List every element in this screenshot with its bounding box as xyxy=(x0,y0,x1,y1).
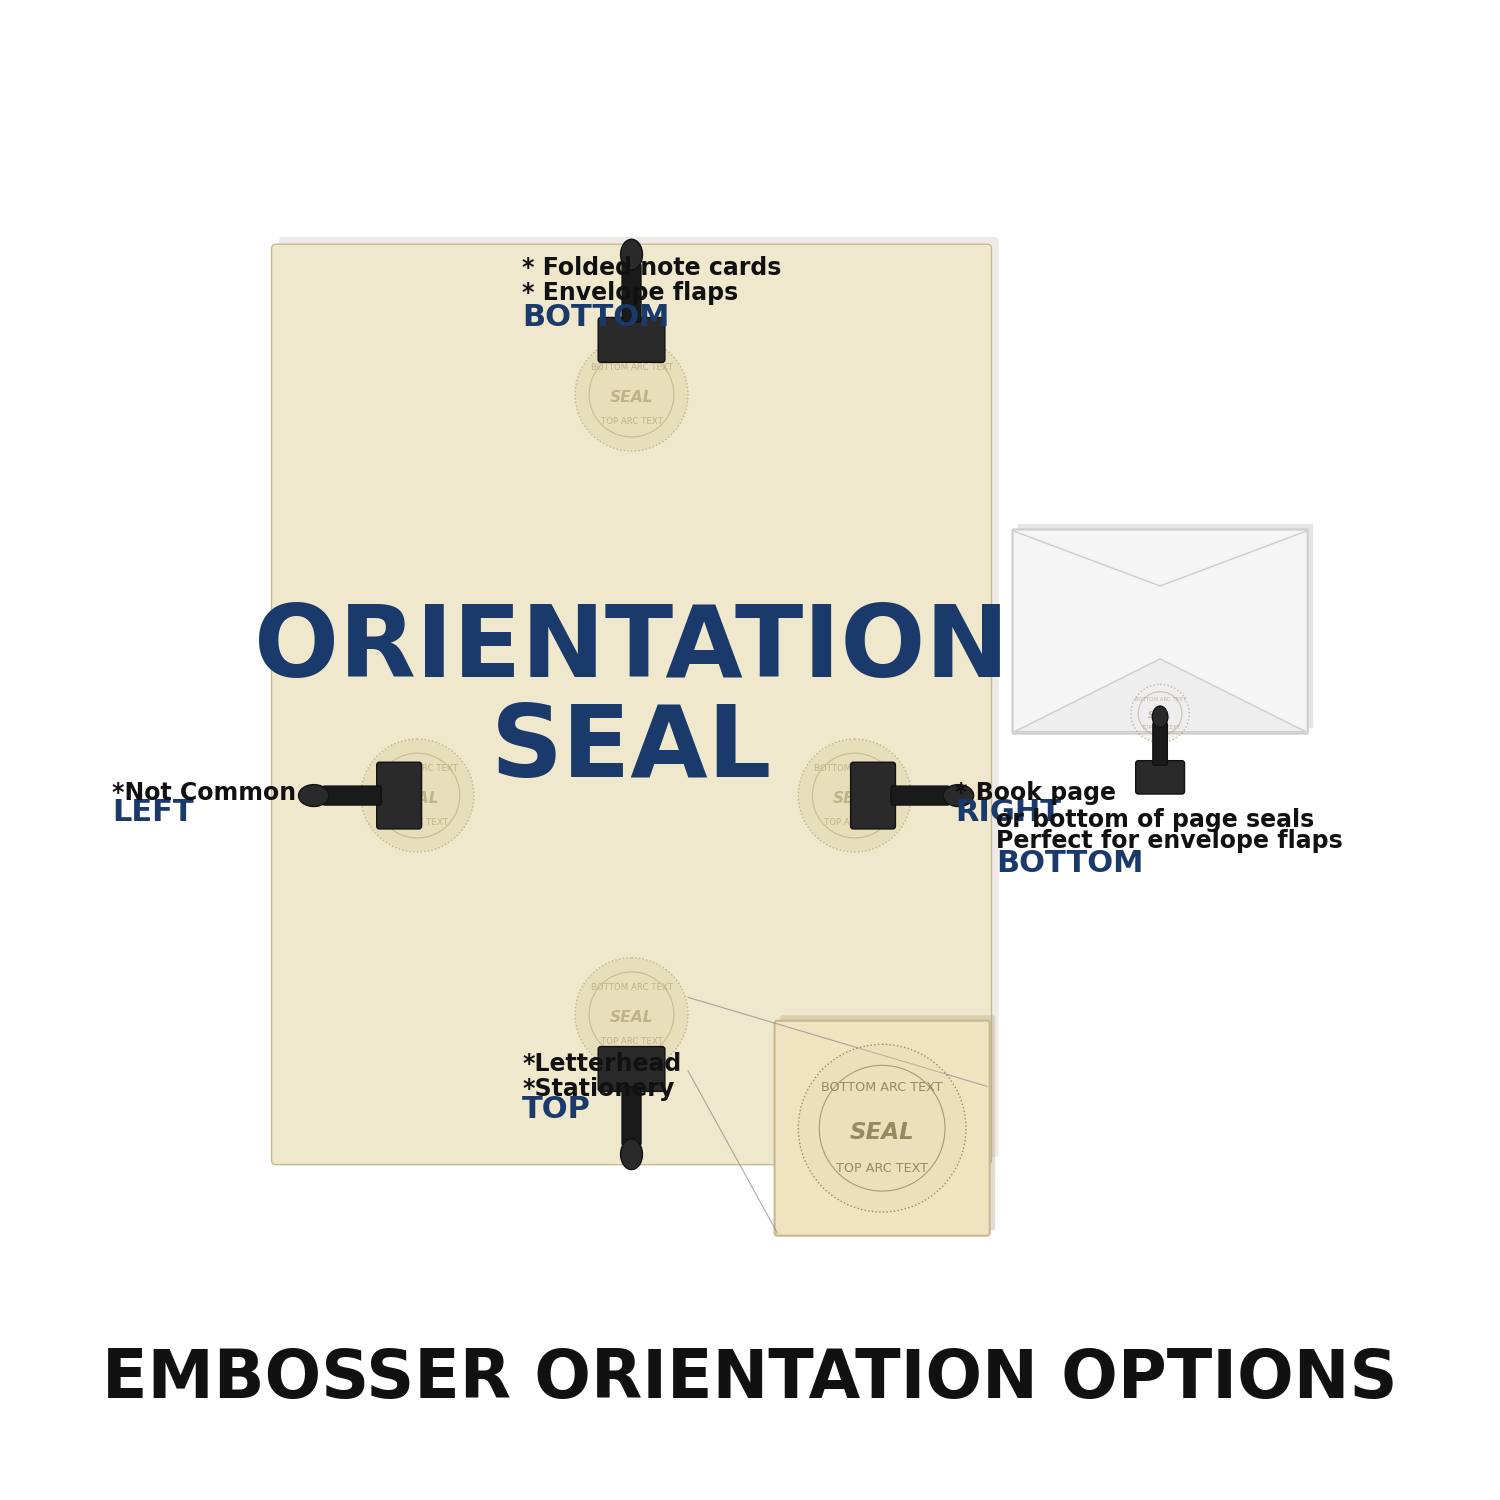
Circle shape xyxy=(798,1044,966,1212)
Text: BOTTOM ARC TEXT: BOTTOM ARC TEXT xyxy=(591,982,672,992)
FancyBboxPatch shape xyxy=(774,1020,990,1236)
Circle shape xyxy=(612,320,651,360)
FancyBboxPatch shape xyxy=(598,318,664,363)
Circle shape xyxy=(798,740,912,852)
FancyBboxPatch shape xyxy=(272,244,992,1164)
FancyBboxPatch shape xyxy=(322,786,381,806)
FancyBboxPatch shape xyxy=(1154,723,1167,765)
FancyBboxPatch shape xyxy=(279,237,999,1158)
Text: *Stationery: *Stationery xyxy=(522,1077,675,1101)
Text: BOTTOM: BOTTOM xyxy=(996,849,1143,877)
Text: SEAL: SEAL xyxy=(609,1010,654,1025)
FancyBboxPatch shape xyxy=(1019,524,1312,728)
Text: SEAL: SEAL xyxy=(850,1120,915,1144)
Circle shape xyxy=(612,1050,651,1089)
Text: TOP ARC TEXT: TOP ARC TEXT xyxy=(1140,724,1179,730)
Text: * Book page: * Book page xyxy=(956,780,1116,804)
Circle shape xyxy=(362,740,474,852)
Circle shape xyxy=(574,338,688,452)
Text: SEAL: SEAL xyxy=(1149,711,1172,720)
Ellipse shape xyxy=(1152,706,1168,728)
Text: LEFT: LEFT xyxy=(112,798,194,828)
Text: * Envelope flaps: * Envelope flaps xyxy=(522,280,738,304)
Text: TOP ARC TEXT: TOP ARC TEXT xyxy=(824,818,885,827)
Circle shape xyxy=(1131,684,1190,742)
Ellipse shape xyxy=(944,784,974,807)
Text: ORIENTATION: ORIENTATION xyxy=(254,602,1010,699)
Ellipse shape xyxy=(298,784,328,807)
Text: * Folded note cards: * Folded note cards xyxy=(522,256,782,280)
Circle shape xyxy=(574,958,688,1071)
Text: TOP ARC TEXT: TOP ARC TEXT xyxy=(600,1036,663,1046)
Text: SEAL: SEAL xyxy=(833,790,876,806)
Text: RIGHT: RIGHT xyxy=(956,798,1060,828)
FancyBboxPatch shape xyxy=(891,786,950,806)
Text: BOTTOM ARC TEXT: BOTTOM ARC TEXT xyxy=(822,1082,944,1095)
Text: EMBOSSER ORIENTATION OPTIONS: EMBOSSER ORIENTATION OPTIONS xyxy=(102,1346,1398,1412)
Text: TOP: TOP xyxy=(522,1095,591,1124)
Circle shape xyxy=(853,776,892,816)
Polygon shape xyxy=(1014,658,1306,732)
Ellipse shape xyxy=(621,1138,642,1170)
Text: BOTTOM ARC TEXT: BOTTOM ARC TEXT xyxy=(591,363,672,372)
FancyBboxPatch shape xyxy=(622,1088,640,1144)
Text: BOTTOM ARC TEXT: BOTTOM ARC TEXT xyxy=(1134,698,1185,702)
Text: TOP ARC TEXT: TOP ARC TEXT xyxy=(836,1162,928,1174)
Text: SEAL: SEAL xyxy=(490,702,772,798)
Ellipse shape xyxy=(621,240,642,270)
FancyBboxPatch shape xyxy=(780,1016,994,1230)
Text: *Letterhead: *Letterhead xyxy=(522,1053,681,1077)
Text: *Not Common: *Not Common xyxy=(112,780,296,804)
FancyBboxPatch shape xyxy=(1013,530,1308,734)
FancyBboxPatch shape xyxy=(1136,760,1185,794)
Text: BOTTOM ARC TEXT: BOTTOM ARC TEXT xyxy=(376,764,459,772)
Text: SEAL: SEAL xyxy=(609,390,654,405)
FancyBboxPatch shape xyxy=(850,762,895,830)
Text: or bottom of page seals: or bottom of page seals xyxy=(996,808,1314,832)
Text: BOTTOM ARC TEXT: BOTTOM ARC TEXT xyxy=(815,764,896,772)
Text: Perfect for envelope flaps: Perfect for envelope flaps xyxy=(996,830,1342,854)
FancyBboxPatch shape xyxy=(376,762,422,830)
Text: TOP ARC TEXT: TOP ARC TEXT xyxy=(387,818,448,827)
Text: SEAL: SEAL xyxy=(396,790,439,806)
Circle shape xyxy=(1146,764,1174,792)
FancyBboxPatch shape xyxy=(598,1047,664,1092)
Text: BOTTOM: BOTTOM xyxy=(522,303,669,333)
Text: TOP ARC TEXT: TOP ARC TEXT xyxy=(600,417,663,426)
FancyBboxPatch shape xyxy=(622,264,640,322)
Circle shape xyxy=(380,776,419,816)
